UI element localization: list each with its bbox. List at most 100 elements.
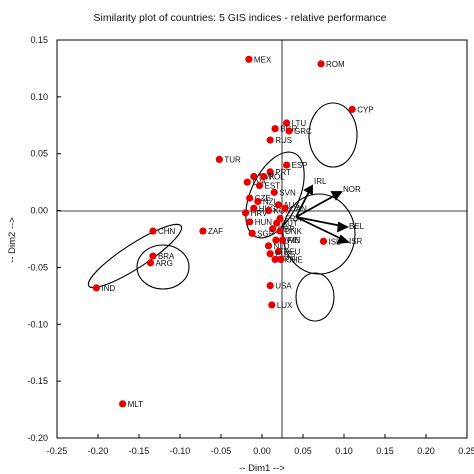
point-label-gbr: GBR [278, 225, 296, 234]
point-est [255, 181, 264, 190]
arrow-label-isr: ISR [349, 237, 363, 246]
point-label-tur: TUR [224, 155, 241, 164]
point-aus [274, 201, 282, 209]
point-label-mex: MEX [254, 55, 272, 64]
y-tick-label: -0.20 [27, 433, 48, 443]
point-prt [266, 168, 274, 176]
point-bra [149, 252, 157, 260]
point-jpn [271, 255, 279, 264]
point-label-esp: ESP [292, 161, 308, 170]
point-label-rom: ROM [326, 60, 345, 69]
point-hrv [242, 209, 250, 217]
cluster-ellipses [87, 102, 358, 322]
point-label-nld: NLD [274, 242, 290, 251]
point-mlt [119, 400, 127, 408]
point-kor [264, 206, 273, 215]
x-tick-label: 0.20 [417, 446, 435, 456]
point-nzl [254, 197, 262, 206]
point-label-grc: GRC [294, 127, 312, 136]
ellipse-usa-lux [295, 272, 335, 322]
point-label-ind: IND [101, 284, 115, 293]
point-tur [215, 155, 223, 163]
point-eu25 [266, 250, 274, 258]
point-chn [149, 227, 157, 235]
x-tick-label: -0.25 [47, 446, 68, 456]
point-label-svn: SVN [279, 188, 296, 197]
point-label-isl: ISL [329, 237, 342, 246]
y-tick-label: 0.15 [30, 35, 48, 45]
point-gbr [269, 225, 277, 233]
data-points: MEXROMCYPLTUBGRGRCRUSTURESPPRTSVKPOLLVAE… [92, 55, 374, 409]
x-tick-label: 0.05 [294, 446, 312, 456]
point-label-arg: ARG [155, 259, 172, 268]
x-tick-label: -0.15 [129, 446, 150, 456]
point-bgr [271, 125, 279, 133]
point-label-che: CHE [286, 255, 303, 264]
point-zaf [199, 227, 207, 235]
point-rus [266, 136, 274, 144]
point-label-zaf: ZAF [208, 227, 223, 236]
point-label-pol: POL [269, 172, 286, 181]
ellipse-latin-america [136, 244, 190, 290]
y-tick-label: 0.00 [30, 206, 48, 216]
arrow-label-bel: BEL [349, 222, 365, 231]
x-tick-label: 0.25 [458, 446, 474, 456]
point-label-fra: FRA [285, 215, 302, 224]
x-tick-label: 0.15 [376, 446, 394, 456]
arrow-isr [295, 216, 351, 245]
point-label-est: EST [265, 182, 281, 191]
point-label-chn: CHN [158, 227, 176, 236]
y-tick-label: -0.15 [27, 376, 48, 386]
point-label-cyp: CYP [357, 105, 373, 114]
plot-frame [56, 39, 468, 439]
ellipse-east-europe [308, 102, 358, 168]
arrow-nor [295, 191, 343, 218]
arrow-label-irl: IRL [314, 177, 327, 186]
x-tick-label: -0.20 [88, 446, 109, 456]
point-esp [283, 161, 291, 169]
point-label-eu25: EU25 [275, 250, 296, 259]
x-tick-label: 0.00 [253, 446, 271, 456]
point-usa [266, 282, 274, 290]
point-isl [319, 237, 328, 245]
point-rom [317, 60, 325, 68]
axis-ticks: -0.25 -0.20 -0.15 -0.10 -0.05 0.00 0.05 0.10 0.1… [27, 35, 474, 456]
point-dnk [276, 227, 284, 235]
point-label-nzl: NZL [263, 197, 279, 206]
x-tick-label: -0.10 [170, 446, 191, 456]
point-aut [273, 219, 281, 227]
point-swe [272, 236, 280, 244]
point-label-deu: DEU [283, 248, 300, 257]
point-label-rus: RUS [275, 136, 292, 145]
point-ltu [283, 119, 291, 127]
point-label-hrv: HRV [251, 209, 268, 218]
point-fin [278, 236, 287, 244]
ellipse-central-europe [245, 151, 305, 239]
point-label-fin: FIN [288, 236, 301, 245]
point-grc [285, 127, 293, 135]
x-tick-label: -0.05 [211, 446, 232, 456]
point-label-aut: AUT [282, 219, 298, 228]
point-lux [268, 301, 276, 309]
arrow-label-nor: NOR [343, 185, 361, 194]
point-can [281, 204, 289, 212]
chart-title: Similarity plot of countries: 5 GIS indi… [94, 12, 387, 24]
point-lva [243, 178, 251, 186]
point-label-swe: SWE [281, 236, 299, 245]
point-label-dnk: DNK [285, 227, 303, 236]
x-axis-title: -- Dim1 --> [239, 463, 285, 474]
point-label-kor: KOR [274, 207, 292, 216]
point-cze [246, 194, 254, 202]
point-label-lux: LUX [277, 301, 293, 310]
y-tick-label: 0.05 [30, 149, 48, 159]
point-svk [250, 172, 258, 181]
point-label-hun: HUN [255, 218, 273, 227]
point-che [277, 255, 285, 264]
y-tick-label: -0.05 [27, 262, 48, 272]
point-cyp [348, 105, 356, 113]
point-nld [264, 242, 273, 250]
point-label-prt: PRT [275, 168, 291, 177]
point-label-jpn: JPN [280, 255, 295, 264]
arrow-irl [295, 184, 313, 218]
